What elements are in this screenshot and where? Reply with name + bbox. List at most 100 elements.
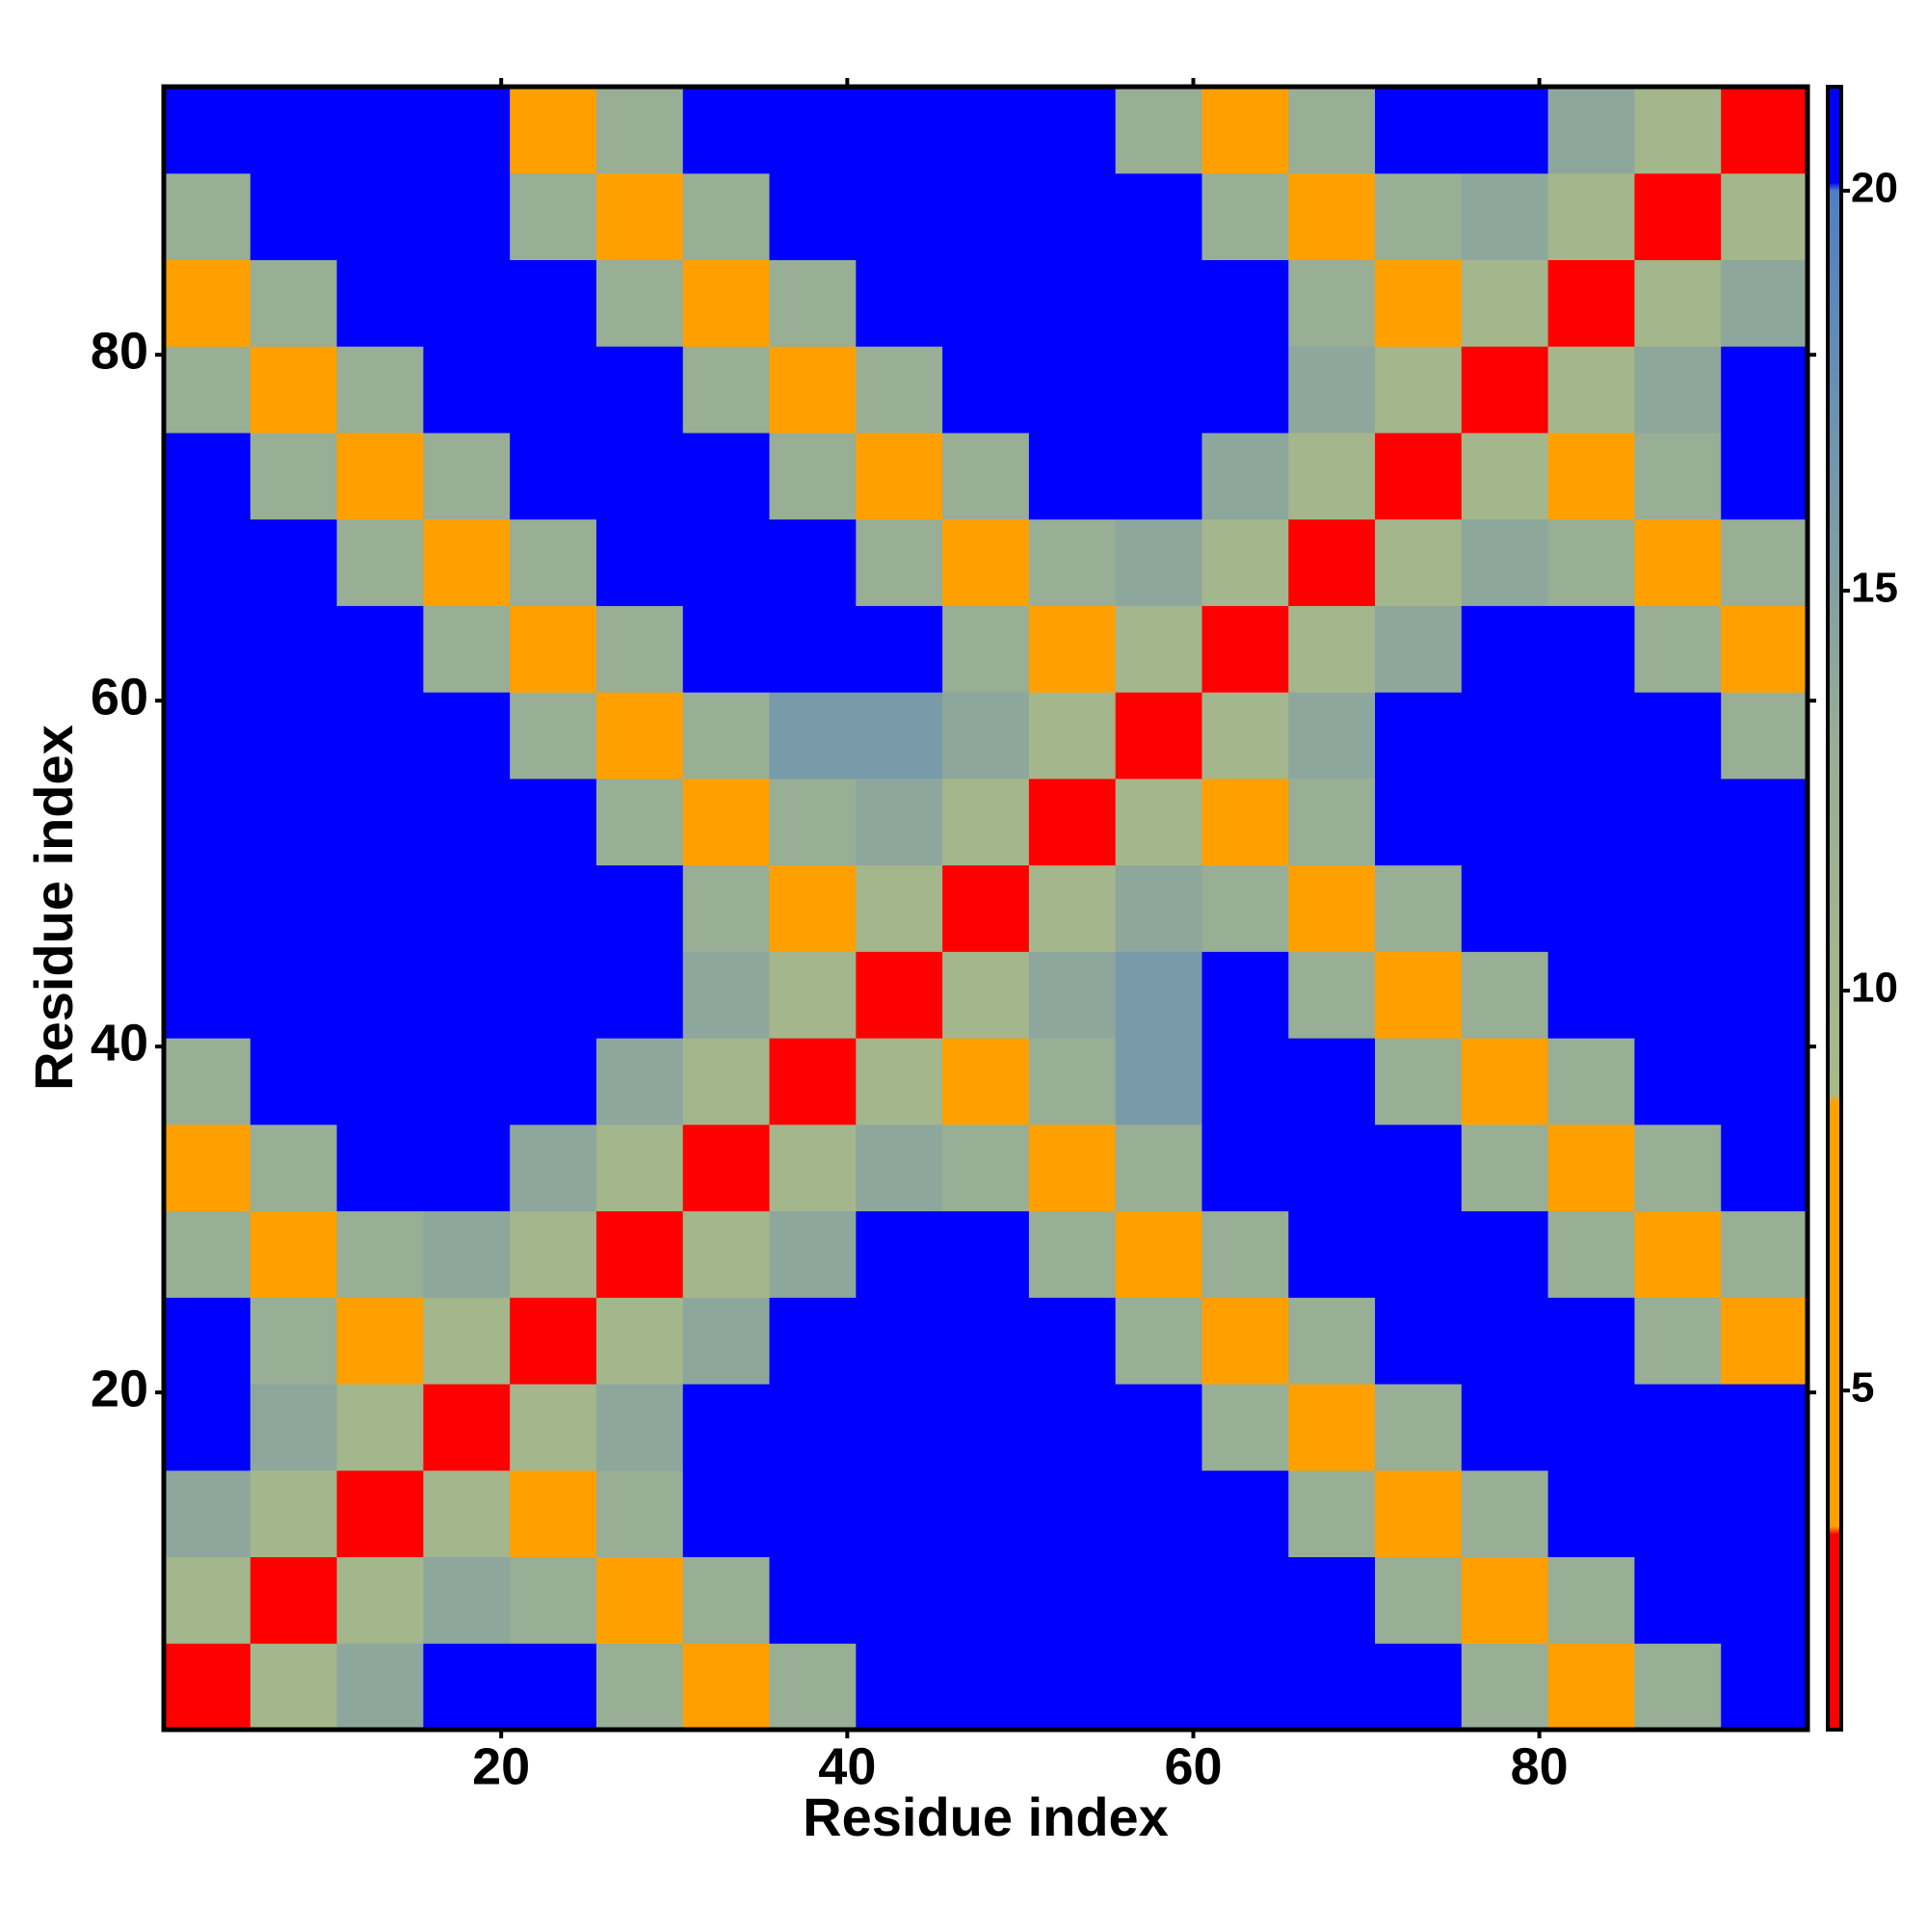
heatmap-cell (942, 951, 1030, 1039)
heatmap-cell (856, 1210, 943, 1298)
heatmap-cell (1375, 605, 1463, 693)
heatmap-cell (423, 864, 511, 952)
heatmap-cell (1461, 432, 1549, 520)
heatmap-cell (1201, 432, 1289, 520)
heatmap-cell (1461, 1038, 1549, 1125)
heatmap-cell (856, 1469, 943, 1558)
heatmap-cell (942, 1124, 1030, 1212)
heatmap-cell (1028, 518, 1117, 606)
heatmap-cell (164, 518, 251, 606)
heatmap-cell (336, 432, 424, 520)
heatmap-cell (769, 1038, 857, 1125)
heatmap-cell (250, 951, 338, 1039)
heatmap-cell (1721, 346, 1808, 434)
heatmap-cell (1201, 346, 1289, 434)
heatmap-cell (1461, 1384, 1549, 1471)
heatmap-cell (595, 1643, 684, 1731)
heatmap-cell (942, 1556, 1030, 1644)
heatmap-cell (1115, 1643, 1202, 1731)
heatmap-cell (1547, 692, 1635, 780)
heatmap-cell (1115, 87, 1202, 174)
heatmap-cell (1201, 518, 1289, 606)
heatmap-cell (1201, 605, 1289, 693)
heatmap-cell (1028, 1643, 1117, 1731)
heatmap-cell (1461, 518, 1549, 606)
heatmap-cell (1375, 1210, 1463, 1298)
heatmap-cell (1028, 259, 1117, 347)
heatmap-cell (1634, 692, 1722, 780)
heatmap-cell (595, 778, 684, 866)
heatmap-cell (336, 1643, 424, 1731)
colorbar-tick-label: 10 (1851, 965, 1898, 1012)
heatmap-cell (1721, 1643, 1808, 1731)
heatmap-cell (682, 1124, 771, 1212)
heatmap-cell (1547, 1556, 1635, 1644)
heatmap-cell (1634, 1038, 1722, 1125)
heatmap-cell (1028, 778, 1117, 866)
heatmap-cell (942, 87, 1030, 174)
heatmap-cell (1547, 1643, 1635, 1731)
heatmap-cell (336, 778, 424, 866)
heatmap-cell (250, 605, 338, 693)
heatmap-cell (856, 605, 943, 693)
heatmap-cell (942, 1384, 1030, 1471)
heatmap-cell (1375, 1556, 1463, 1644)
heatmap-cell (682, 259, 771, 347)
heatmap-cell (336, 864, 424, 952)
heatmap-cell (595, 864, 684, 952)
heatmap-cell (1721, 951, 1808, 1039)
heatmap-cell (595, 518, 684, 606)
heatmap-cell (1288, 259, 1376, 347)
heatmap-cell (423, 1124, 511, 1212)
heatmap-cell (769, 1556, 857, 1644)
heatmap-cell (856, 346, 943, 434)
heatmap-cell (1028, 864, 1117, 952)
heatmap-cell (595, 259, 684, 347)
heatmap-cell (336, 1297, 424, 1385)
heatmap-cell (423, 1297, 511, 1385)
heatmap-cell (595, 346, 684, 434)
heatmap-cell (942, 259, 1030, 347)
heatmap-cell (1721, 432, 1808, 520)
heatmap-cell (1721, 778, 1808, 866)
heatmap-cell (1115, 1469, 1202, 1558)
heatmap-cell (1115, 864, 1202, 952)
heatmap-cell (510, 346, 597, 434)
heatmap-cell (423, 1384, 511, 1471)
heatmap-cell (1201, 172, 1289, 260)
heatmap-cell (595, 1038, 684, 1125)
heatmap-cell (1288, 778, 1376, 866)
heatmap-cell (1547, 778, 1635, 866)
heatmap-cell (1375, 518, 1463, 606)
heatmap-cell (595, 605, 684, 693)
heatmap-cell (769, 1210, 857, 1298)
x-tick-label: 60 (1164, 1737, 1222, 1795)
heatmap-cell (1201, 1469, 1289, 1558)
heatmap-cell (1547, 951, 1635, 1039)
heatmap-cell (1028, 692, 1117, 780)
heatmap-cell (1288, 864, 1376, 952)
heatmap-cell (164, 172, 251, 260)
heatmap-cell (1288, 605, 1376, 693)
heatmap-cell (682, 1469, 771, 1558)
heatmap-cell (510, 605, 597, 693)
heatmap-cell (1634, 1469, 1722, 1558)
heatmap-cell (769, 346, 857, 434)
heatmap-cell (250, 1038, 338, 1125)
heatmap-cell (336, 1124, 424, 1212)
heatmap-cell (682, 864, 771, 952)
heatmap-cell (423, 1210, 511, 1298)
heatmap-cell (336, 172, 424, 260)
colorbar-tick-label: 20 (1851, 165, 1898, 212)
heatmap-cell (769, 518, 857, 606)
heatmap-cell (682, 1384, 771, 1471)
heatmap-cell (164, 951, 251, 1039)
heatmap-cell (250, 1643, 338, 1731)
heatmap-cell (1288, 692, 1376, 780)
heatmap-cell (164, 432, 251, 520)
heatmap-cell (856, 432, 943, 520)
heatmap-cell (1288, 1124, 1376, 1212)
heatmap-cell (1201, 1210, 1289, 1298)
heatmap-cell (682, 1038, 771, 1125)
